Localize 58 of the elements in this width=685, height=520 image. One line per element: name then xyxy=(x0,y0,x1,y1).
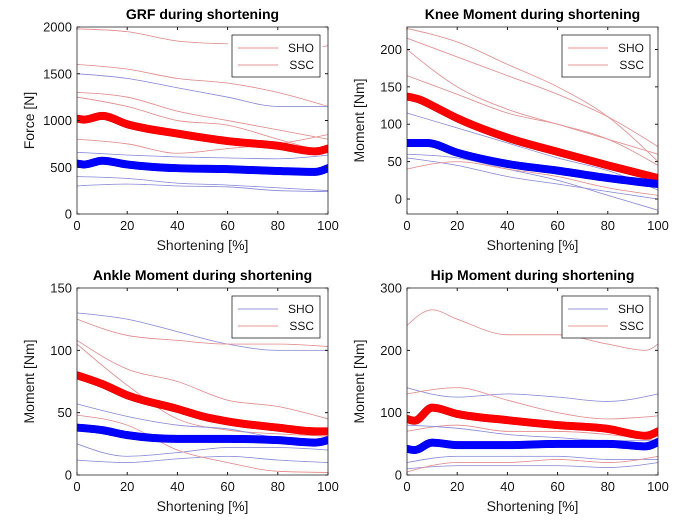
y-tick-label: 50 xyxy=(388,154,402,170)
y-tick-label: 50 xyxy=(58,405,72,420)
chart-title: GRF during shortening xyxy=(126,6,280,22)
y-tick-label: 1500 xyxy=(43,66,72,82)
y-axis-title: Force [N] xyxy=(21,92,37,150)
x-tick-label: 100 xyxy=(647,218,669,233)
x-tick-label: 20 xyxy=(450,479,464,494)
x-tick-label: 100 xyxy=(317,218,339,233)
y-tick-label: 200 xyxy=(380,342,402,358)
x-tick-label: 100 xyxy=(317,479,339,494)
legend-label: SSC xyxy=(289,58,314,72)
y-tick-label: 200 xyxy=(380,42,402,57)
x-tick-label: 60 xyxy=(550,479,565,494)
x-tick-label: 40 xyxy=(170,479,185,494)
x-tick-label: 20 xyxy=(450,218,464,233)
y-tick-label: 100 xyxy=(50,342,72,358)
y-tick-label: 150 xyxy=(50,280,72,296)
x-tick-label: 40 xyxy=(500,218,515,233)
legend-label: SHO xyxy=(618,302,644,316)
x-tick-label: 40 xyxy=(170,218,185,233)
x-tick-label: 80 xyxy=(270,479,286,494)
y-tick-label: 100 xyxy=(380,116,402,132)
y-axis-title: Moment [Nm] xyxy=(21,339,37,424)
y-tick-label: 0 xyxy=(64,206,72,222)
y-tick-label: 0 xyxy=(394,192,402,207)
x-tick-label: 20 xyxy=(120,479,134,494)
x-tick-label: 100 xyxy=(647,479,669,494)
x-tick-label: 60 xyxy=(550,218,565,233)
x-tick-label: 60 xyxy=(220,479,235,494)
x-axis-title: Shortening [%] xyxy=(156,498,248,514)
y-tick-label: 0 xyxy=(394,468,402,482)
legend-label: SSC xyxy=(619,58,644,72)
y-tick-label: 0 xyxy=(64,468,72,482)
legend-label: SHO xyxy=(288,302,314,316)
legend-label: SSC xyxy=(289,319,314,333)
y-tick-label: 2000 xyxy=(43,20,72,34)
y-tick-label: 500 xyxy=(50,160,72,175)
y-tick-label: 150 xyxy=(380,79,402,94)
x-tick-label: 40 xyxy=(500,479,515,494)
legend-label: SHO xyxy=(618,41,644,55)
legend-label: SHO xyxy=(288,41,314,55)
x-axis-title: Shortening [%] xyxy=(486,498,578,514)
y-axis-title: Moment [Nm] xyxy=(351,78,367,163)
x-tick-label: 60 xyxy=(220,218,235,233)
y-tick-label: 1000 xyxy=(43,113,72,128)
x-tick-label: 80 xyxy=(270,218,286,233)
chart-title: Knee Moment during shortening xyxy=(424,6,640,22)
x-tick-label: 80 xyxy=(600,218,616,233)
chart-title: Ankle Moment during shortening xyxy=(92,267,312,283)
y-axis-title: Moment [Nm] xyxy=(351,339,367,424)
legend-label: SSC xyxy=(619,319,644,333)
chart-title: Hip Moment during shortening xyxy=(430,267,634,283)
y-tick-label: 300 xyxy=(380,280,402,296)
x-axis-title: Shortening [%] xyxy=(486,237,578,253)
x-tick-label: 20 xyxy=(120,218,134,233)
y-tick-label: 100 xyxy=(380,405,402,420)
x-tick-label: 80 xyxy=(600,479,616,494)
x-axis-title: Shortening [%] xyxy=(156,237,248,253)
